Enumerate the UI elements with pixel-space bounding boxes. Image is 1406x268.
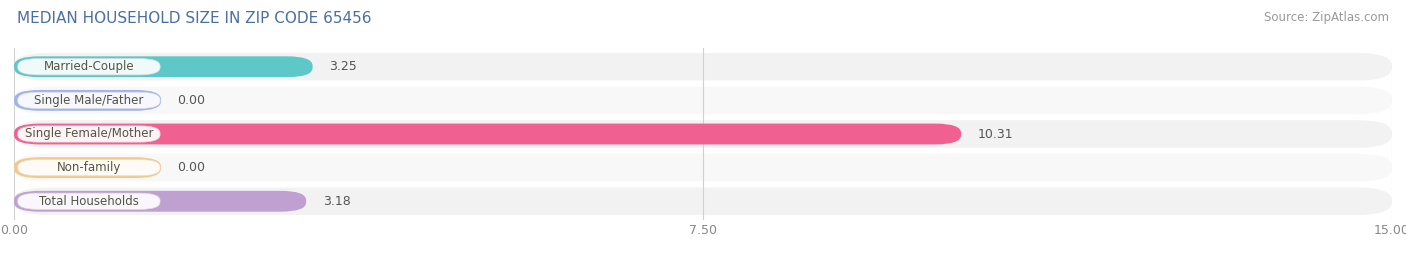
FancyBboxPatch shape bbox=[14, 87, 1392, 114]
Text: Non-family: Non-family bbox=[56, 161, 121, 174]
Text: 3.18: 3.18 bbox=[323, 195, 350, 208]
Text: Source: ZipAtlas.com: Source: ZipAtlas.com bbox=[1264, 11, 1389, 24]
FancyBboxPatch shape bbox=[14, 90, 162, 111]
FancyBboxPatch shape bbox=[18, 193, 160, 209]
FancyBboxPatch shape bbox=[14, 120, 1392, 148]
Text: Single Male/Father: Single Male/Father bbox=[34, 94, 143, 107]
FancyBboxPatch shape bbox=[14, 56, 312, 77]
Text: 0.00: 0.00 bbox=[177, 161, 205, 174]
Text: 10.31: 10.31 bbox=[977, 128, 1014, 140]
FancyBboxPatch shape bbox=[18, 126, 160, 142]
Text: 0.00: 0.00 bbox=[177, 94, 205, 107]
FancyBboxPatch shape bbox=[14, 124, 962, 144]
FancyBboxPatch shape bbox=[14, 188, 1392, 215]
FancyBboxPatch shape bbox=[18, 159, 160, 176]
FancyBboxPatch shape bbox=[14, 191, 307, 212]
Text: Total Households: Total Households bbox=[39, 195, 139, 208]
Text: Single Female/Mother: Single Female/Mother bbox=[25, 128, 153, 140]
Text: MEDIAN HOUSEHOLD SIZE IN ZIP CODE 65456: MEDIAN HOUSEHOLD SIZE IN ZIP CODE 65456 bbox=[17, 11, 371, 26]
FancyBboxPatch shape bbox=[18, 59, 160, 75]
FancyBboxPatch shape bbox=[14, 157, 162, 178]
FancyBboxPatch shape bbox=[14, 154, 1392, 181]
Text: Married-Couple: Married-Couple bbox=[44, 60, 134, 73]
FancyBboxPatch shape bbox=[14, 53, 1392, 80]
Text: 3.25: 3.25 bbox=[329, 60, 357, 73]
FancyBboxPatch shape bbox=[18, 92, 160, 109]
